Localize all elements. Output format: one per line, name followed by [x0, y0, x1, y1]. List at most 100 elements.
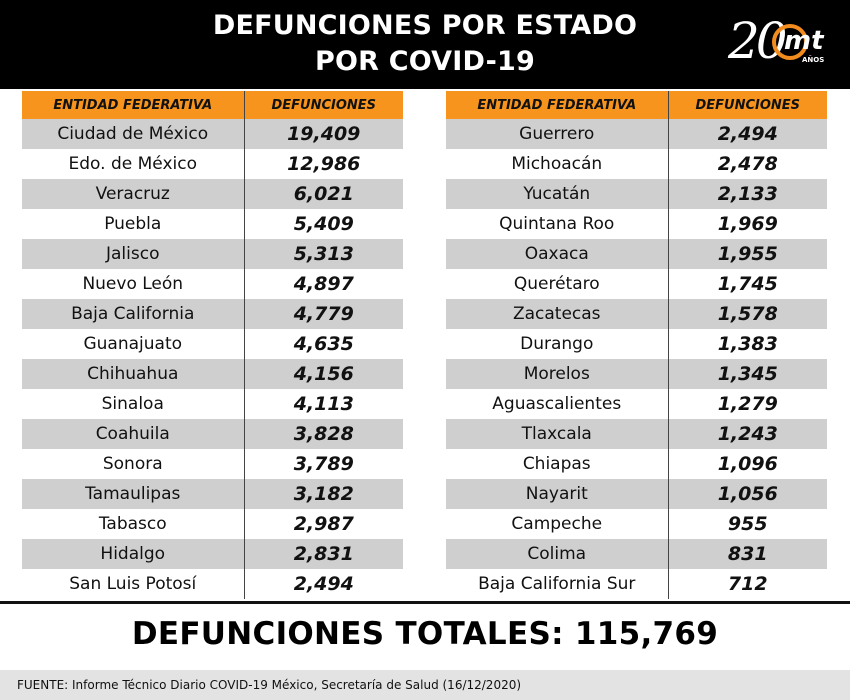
deaths-cell: 1,096 [668, 449, 827, 479]
entity-cell: Morelos [446, 359, 669, 389]
table-row: Guerrero 2,494 [446, 119, 827, 149]
divider [0, 601, 850, 604]
entity-cell: Sonora [22, 449, 245, 479]
title-line-2: POR COVID-19 [314, 46, 535, 77]
table-row: Michoacán 2,478 [446, 149, 827, 179]
deaths-cell: 1,243 [668, 419, 827, 449]
entity-cell: Puebla [22, 209, 245, 239]
deaths-cell: 4,635 [244, 329, 403, 359]
entity-cell: Querétaro [446, 269, 669, 299]
table-row: Baja California Sur 712 [446, 569, 827, 599]
entity-cell: Hidalgo [22, 539, 245, 569]
deaths-cell: 1,969 [668, 209, 827, 239]
table-row: Chihuahua 4,156 [22, 359, 403, 389]
entity-cell: Tlaxcala [446, 419, 669, 449]
entity-cell: Sinaloa [22, 389, 245, 419]
table-row: Veracruz 6,021 [22, 179, 403, 209]
entity-cell: San Luis Potosí [22, 569, 245, 599]
deaths-cell: 6,021 [244, 179, 403, 209]
deaths-cell: 4,113 [244, 389, 403, 419]
table-row: Morelos 1,345 [446, 359, 827, 389]
table-row: San Luis Potosí 2,494 [22, 569, 403, 599]
deaths-cell: 2,478 [668, 149, 827, 179]
deaths-cell: 4,779 [244, 299, 403, 329]
entity-cell: Tabasco [22, 509, 245, 539]
table-row: Sonora 3,789 [22, 449, 403, 479]
entity-cell: Edo. de México [22, 149, 245, 179]
table-row: Tabasco 2,987 [22, 509, 403, 539]
table-row: Nayarit 1,056 [446, 479, 827, 509]
deaths-cell: 5,409 [244, 209, 403, 239]
column-header-entity: ENTIDAD FEDERATIVA [22, 91, 245, 119]
entity-cell: Aguascalientes [446, 389, 669, 419]
entity-cell: Yucatán [446, 179, 669, 209]
deaths-cell: 712 [668, 569, 827, 599]
deaths-cell: 955 [668, 509, 827, 539]
entity-cell: Baja California [22, 299, 245, 329]
page-title: DEFUNCIONES POR ESTADO POR COVID-19 [0, 8, 850, 80]
deaths-cell: 1,279 [668, 389, 827, 419]
table-row: Coahuila 3,828 [22, 419, 403, 449]
table-row: Tamaulipas 3,182 [22, 479, 403, 509]
footer-bar: FUENTE: Informe Técnico Diario COVID-19 … [0, 670, 850, 700]
deaths-table-right: ENTIDAD FEDERATIVA DEFUNCIONES Guerrero 2… [446, 91, 827, 599]
deaths-cell: 4,897 [244, 269, 403, 299]
deaths-cell: 1,955 [668, 239, 827, 269]
table-row: Puebla 5,409 [22, 209, 403, 239]
entity-cell: Campeche [446, 509, 669, 539]
entity-cell: Guanajuato [22, 329, 245, 359]
deaths-cell: 2,831 [244, 539, 403, 569]
table-row: Durango 1,383 [446, 329, 827, 359]
deaths-cell: 5,313 [244, 239, 403, 269]
table-row: Aguascalientes 1,279 [446, 389, 827, 419]
table-row: Quintana Roo 1,969 [446, 209, 827, 239]
entity-cell: Chihuahua [22, 359, 245, 389]
table-row: Ciudad de México 19,409 [22, 119, 403, 149]
deaths-cell: 2,987 [244, 509, 403, 539]
deaths-cell: 2,494 [668, 119, 827, 149]
entity-cell: Guerrero [446, 119, 669, 149]
table-row: Guanajuato 4,635 [22, 329, 403, 359]
source-note: FUENTE: Informe Técnico Diario COVID-19 … [17, 678, 522, 692]
deaths-cell: 1,056 [668, 479, 827, 509]
entity-cell: Durango [446, 329, 669, 359]
header-bar: DEFUNCIONES POR ESTADO POR COVID-19 20 m… [0, 0, 850, 89]
logo-anos: AÑOS [802, 56, 825, 64]
deaths-cell: 3,828 [244, 419, 403, 449]
deaths-cell: 831 [668, 539, 827, 569]
deaths-cell: 1,578 [668, 299, 827, 329]
table-row: Querétaro 1,745 [446, 269, 827, 299]
table-row: Campeche 955 [446, 509, 827, 539]
deaths-cell: 19,409 [244, 119, 403, 149]
table-row: Colima 831 [446, 539, 827, 569]
table-row: Nuevo León 4,897 [22, 269, 403, 299]
column-header-deaths: DEFUNCIONES [668, 91, 827, 119]
deaths-cell: 2,133 [668, 179, 827, 209]
entity-cell: Nayarit [446, 479, 669, 509]
table-row: Jalisco 5,313 [22, 239, 403, 269]
deaths-cell: 3,182 [244, 479, 403, 509]
entity-cell: Quintana Roo [446, 209, 669, 239]
deaths-cell: 4,156 [244, 359, 403, 389]
entity-cell: Chiapas [446, 449, 669, 479]
entity-cell: Tamaulipas [22, 479, 245, 509]
deaths-cell: 1,345 [668, 359, 827, 389]
deaths-cell: 12,986 [244, 149, 403, 179]
deaths-cell: 2,494 [244, 569, 403, 599]
table-row: Tlaxcala 1,243 [446, 419, 827, 449]
entity-cell: Oaxaca [446, 239, 669, 269]
logo-ring-icon [772, 24, 808, 60]
logo-text: mt [784, 26, 824, 56]
entity-cell: Veracruz [22, 179, 245, 209]
entity-cell: Zacatecas [446, 299, 669, 329]
deaths-cell: 1,383 [668, 329, 827, 359]
entity-cell: Jalisco [22, 239, 245, 269]
table-header-row: ENTIDAD FEDERATIVA DEFUNCIONES [446, 91, 827, 119]
entity-cell: Baja California Sur [446, 569, 669, 599]
table-header-row: ENTIDAD FEDERATIVA DEFUNCIONES [22, 91, 403, 119]
column-header-deaths: DEFUNCIONES [244, 91, 403, 119]
table-row: Hidalgo 2,831 [22, 539, 403, 569]
table-row: Zacatecas 1,578 [446, 299, 827, 329]
entity-cell: Ciudad de México [22, 119, 245, 149]
entity-cell: Colima [446, 539, 669, 569]
